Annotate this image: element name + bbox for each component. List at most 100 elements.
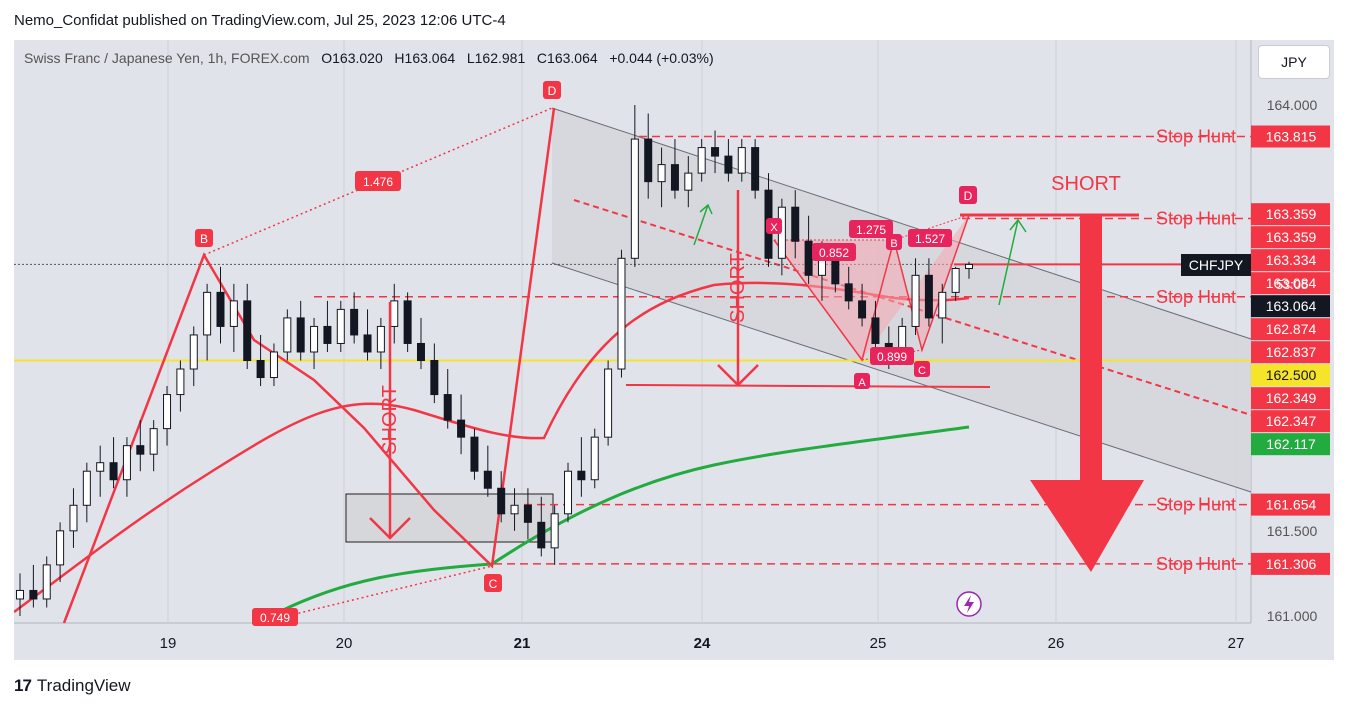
candle-body xyxy=(657,164,666,183)
candle-body xyxy=(29,589,38,600)
instrument-name: Swiss Franc / Japanese Yen, 1h, FOREX.co… xyxy=(24,50,310,66)
y-tick-label: 161.500 xyxy=(1267,523,1318,539)
point-label: B xyxy=(890,238,897,250)
candle-series xyxy=(16,105,973,616)
price-label-box xyxy=(1251,249,1330,272)
tradingview-logo-icon: 17 xyxy=(14,676,32,695)
ratio-1527: 1.527 xyxy=(908,229,952,247)
price-axis-labels: 163.815 163.359 163.359 163.334 163.084 163.0… xyxy=(1251,125,1330,575)
ratio-text: 0.852 xyxy=(819,246,849,260)
candle-body xyxy=(390,300,399,327)
ratio-1275: 1.275 xyxy=(849,220,893,238)
close-label: C xyxy=(536,50,548,66)
price-label-text: 163.359 xyxy=(1266,229,1317,245)
candle-body xyxy=(149,428,158,455)
x-tick-label: 24 xyxy=(694,635,711,652)
ratio-text: 1.527 xyxy=(915,232,945,246)
ratio-text: 0.899 xyxy=(877,350,907,364)
candle-body xyxy=(523,504,532,523)
candle-body xyxy=(737,147,746,174)
price-label-box xyxy=(1251,387,1330,410)
price-label-text: 162.349 xyxy=(1266,390,1317,406)
candle-body xyxy=(283,317,292,353)
low-value: 162.981 xyxy=(474,50,526,66)
x-tick-label: 20 xyxy=(336,635,353,652)
pattern-point-B-left: B xyxy=(195,229,213,247)
y-tick-label: 161.000 xyxy=(1267,608,1318,624)
candle-body xyxy=(630,138,639,259)
green-projection-arrow xyxy=(998,218,1027,306)
harmonic-legs-left xyxy=(62,107,556,624)
close-value: 163.064 xyxy=(547,50,598,66)
ratio-text: 1.476 xyxy=(363,175,393,189)
change-value: +0.044 (+0.03%) xyxy=(609,50,714,66)
candle-body xyxy=(203,291,212,336)
candle-body xyxy=(189,334,198,370)
candle-body xyxy=(938,291,947,319)
pattern-point-X-right: X xyxy=(766,218,782,234)
price-label-box xyxy=(1251,364,1330,387)
price-label-box xyxy=(1251,410,1330,433)
price-label-text: 163.084 xyxy=(1266,275,1317,291)
publish-header: Nemo_Confidat published on TradingView.c… xyxy=(14,12,506,29)
big-short-arrow xyxy=(1030,215,1144,572)
support-line xyxy=(625,384,991,388)
ratio-1476: 1.476 xyxy=(355,171,401,191)
countdown: 53:05 xyxy=(1276,277,1309,292)
open-value: 163.020 xyxy=(332,50,383,66)
price-label-box xyxy=(1251,493,1330,516)
candle-body xyxy=(69,504,78,532)
candle-body xyxy=(336,308,345,344)
ratio-0852: 0.852 xyxy=(812,243,856,261)
x-tick-label: 19 xyxy=(160,635,177,652)
price-label-text: 163.334 xyxy=(1266,252,1317,268)
candle-body xyxy=(590,436,599,481)
candle-body xyxy=(163,394,172,430)
short-arrow-left xyxy=(369,302,411,540)
price-label-text: 162.837 xyxy=(1266,344,1317,360)
x-tick-label: 26 xyxy=(1048,635,1065,652)
candle-body xyxy=(537,521,546,549)
candle-body xyxy=(804,240,813,276)
x-axis-ticks: 19 20 21 24 25 26 27 xyxy=(160,635,1245,652)
candle-body xyxy=(56,530,65,566)
price-label-text: 163.064 xyxy=(1266,298,1317,314)
candle-body xyxy=(310,325,319,353)
pattern-point-C-left: C xyxy=(484,574,502,592)
candle-body xyxy=(457,419,466,438)
price-label-box xyxy=(1251,203,1330,226)
pattern-point-C-right: C xyxy=(914,361,930,377)
currency-unit-button[interactable]: JPY xyxy=(1258,45,1330,79)
point-label: C xyxy=(918,365,926,377)
candle-body xyxy=(670,164,679,191)
price-label-text: 163.359 xyxy=(1266,206,1317,222)
short-label-left: SHORT xyxy=(379,385,401,455)
point-label: A xyxy=(858,377,866,389)
lightning-icon[interactable] xyxy=(956,591,982,617)
x-tick-label: 27 xyxy=(1228,635,1245,652)
candle-body xyxy=(256,360,265,379)
green-small-arrow xyxy=(693,203,713,246)
stop-hunt-label: Stop Hunt xyxy=(1156,127,1236,147)
candle-body xyxy=(82,470,91,506)
channel-upper-line xyxy=(551,107,1252,340)
candle-body xyxy=(229,300,238,327)
candle-body xyxy=(323,325,332,344)
candle-body xyxy=(831,257,840,285)
candle-body xyxy=(697,147,706,174)
candle-body xyxy=(550,513,559,549)
point-label: B xyxy=(200,232,208,246)
stop-hunt-label: Stop Hunt xyxy=(1156,287,1236,307)
point-label: C xyxy=(489,577,498,591)
pattern-point-D-left: D xyxy=(543,81,561,99)
price-label-text: 163.815 xyxy=(1266,129,1317,145)
candle-body xyxy=(965,263,973,270)
price-label-box xyxy=(1251,341,1330,364)
xb-dotted-line xyxy=(278,565,493,619)
price-label-text: 162.117 xyxy=(1266,436,1316,452)
short-label-mid: SHORT xyxy=(727,253,749,323)
short-label-big: SHORT xyxy=(1051,173,1121,195)
candle-body xyxy=(858,300,867,319)
chart-frame[interactable]: SHORT SHORT SHORT Stop Hunt Stop Hunt Stop… xyxy=(14,40,1334,660)
